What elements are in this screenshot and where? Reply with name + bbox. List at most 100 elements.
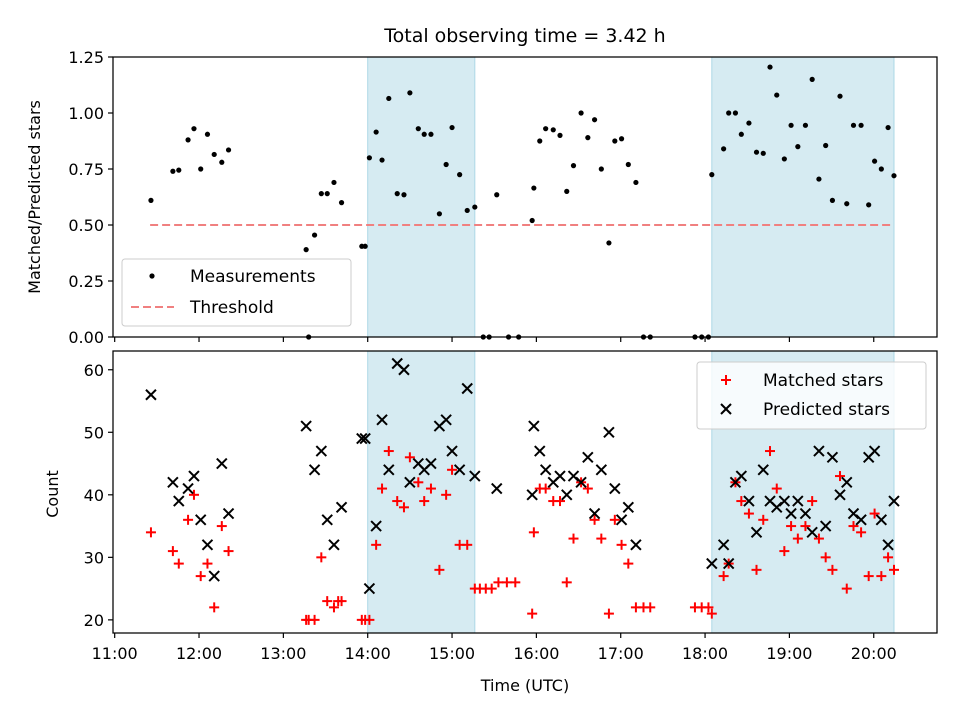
measurement-point bbox=[543, 126, 549, 132]
top-legend-box bbox=[121, 258, 352, 327]
measurement-point bbox=[732, 110, 739, 116]
predicted-star-point bbox=[539, 464, 552, 476]
matched-star-point bbox=[316, 552, 327, 563]
x-tick-label: 16:00 bbox=[513, 644, 559, 663]
predicted-star-point bbox=[383, 464, 395, 476]
measurement-point bbox=[443, 161, 449, 168]
matched-star-point bbox=[856, 527, 867, 538]
matched-star-point bbox=[582, 483, 593, 494]
predicted-star-point bbox=[201, 539, 214, 551]
matched-star-point bbox=[364, 614, 375, 625]
predicted-star-point bbox=[888, 495, 900, 507]
measurement-point bbox=[225, 147, 232, 153]
predicted-star-point bbox=[706, 557, 718, 570]
predicted-star-point bbox=[222, 507, 235, 520]
measurement-point bbox=[721, 146, 727, 152]
matched-star-point bbox=[596, 533, 607, 544]
bottom-y-tick-label: 50 bbox=[84, 423, 104, 442]
matched-star-point bbox=[616, 539, 627, 550]
measurement-point bbox=[394, 191, 400, 197]
predicted-star-point bbox=[603, 426, 615, 438]
matched-star-point bbox=[609, 514, 620, 525]
top-shaded-region bbox=[711, 56, 895, 338]
top-axes-frame bbox=[112, 56, 938, 338]
predicted-star-point bbox=[757, 464, 769, 476]
measurement-point bbox=[844, 201, 850, 207]
measurement-point bbox=[885, 124, 891, 131]
matched-star-point bbox=[555, 496, 566, 507]
measurement-point bbox=[871, 158, 878, 164]
measurement-point bbox=[379, 157, 385, 163]
measurement-point bbox=[598, 166, 604, 172]
predicted-star-point bbox=[615, 514, 628, 526]
bottom-legend-box bbox=[696, 361, 927, 430]
matched-star-point bbox=[771, 483, 782, 494]
measurement-point bbox=[421, 131, 427, 137]
matched-star-point bbox=[202, 558, 213, 569]
matched-star-point bbox=[510, 577, 521, 588]
predicted-star-point bbox=[404, 476, 416, 489]
matched-star-point bbox=[792, 533, 803, 544]
bottom-y-tick-label: 60 bbox=[84, 361, 104, 380]
predicted-star-point bbox=[308, 464, 321, 476]
measurement-point bbox=[401, 192, 407, 198]
measurement-point bbox=[386, 95, 392, 102]
measurement-point bbox=[557, 132, 563, 138]
matched-star-point bbox=[462, 539, 473, 550]
predicted-star-point bbox=[785, 507, 797, 520]
predicted-star-point bbox=[370, 520, 382, 532]
matched-star-point bbox=[413, 477, 424, 488]
predicted-star-point bbox=[826, 451, 839, 464]
measurement-point bbox=[407, 90, 413, 96]
legend-threshold-label: Threshold bbox=[189, 298, 274, 318]
measurement-point bbox=[606, 240, 612, 246]
x-tick-label: 20:00 bbox=[851, 644, 897, 663]
matched-star-point bbox=[540, 483, 551, 494]
matched-star-point bbox=[888, 564, 899, 575]
measurement-point bbox=[457, 172, 463, 178]
measurement-point bbox=[148, 197, 154, 203]
matched-star-point bbox=[706, 608, 717, 619]
x-tick-label: 19:00 bbox=[766, 644, 812, 663]
matched-star-point bbox=[322, 596, 333, 607]
matched-star-point bbox=[779, 546, 790, 557]
predicted-star-point bbox=[868, 445, 881, 457]
measurement-point bbox=[331, 179, 337, 186]
measurement-point bbox=[866, 202, 872, 208]
measurement-point bbox=[709, 172, 715, 178]
measurement-point bbox=[858, 122, 864, 128]
predicted-star-point bbox=[359, 432, 371, 445]
predicted-star-point bbox=[376, 414, 388, 426]
measurement-point bbox=[760, 150, 766, 156]
predicted-star-point bbox=[813, 445, 825, 457]
predicted-star-point bbox=[882, 539, 894, 551]
measurement-point bbox=[531, 185, 537, 191]
predicted-star-point bbox=[195, 514, 207, 526]
bottom-legend: Matched stars Predicted stars bbox=[696, 361, 927, 430]
measurement-point bbox=[564, 188, 570, 194]
predicted-star-point bbox=[575, 476, 587, 489]
predicted-star-point bbox=[834, 489, 846, 501]
bottom-shaded-region bbox=[367, 350, 476, 634]
predicted-star-point bbox=[188, 470, 200, 482]
predicted-star-point bbox=[461, 382, 473, 395]
matched-star-point bbox=[183, 514, 194, 525]
predicted-star-point bbox=[321, 514, 333, 526]
predicted-star-point bbox=[875, 514, 888, 526]
measurement-point bbox=[436, 211, 442, 217]
measurement-point bbox=[428, 131, 434, 137]
measurement-point bbox=[726, 110, 732, 116]
predicted-star-point bbox=[453, 464, 466, 476]
predicted-star-point bbox=[622, 501, 635, 514]
predicted-star-point bbox=[216, 457, 228, 470]
matched-star-point bbox=[645, 602, 656, 613]
predicted-star-point bbox=[534, 445, 546, 457]
measurement-point bbox=[204, 131, 211, 137]
matched-star-point bbox=[751, 564, 762, 575]
matched-star-point bbox=[501, 577, 512, 588]
bottom-y-tick-label: 40 bbox=[84, 486, 104, 505]
matched-star-point bbox=[486, 583, 497, 594]
matched-star-point bbox=[743, 508, 754, 519]
top-x-ticks bbox=[114, 337, 875, 342]
matched-star-point bbox=[425, 483, 436, 494]
